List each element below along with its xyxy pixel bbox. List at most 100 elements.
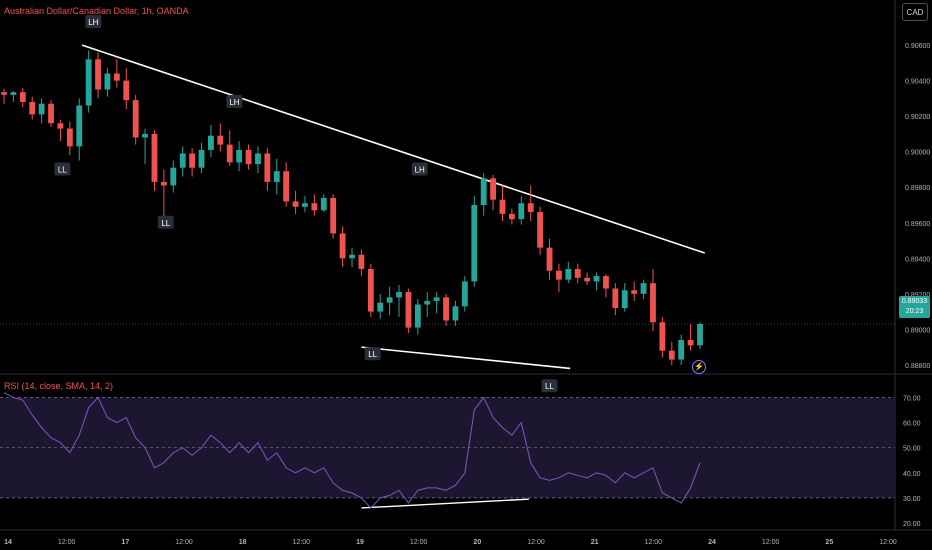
pattern-label-box xyxy=(364,347,381,361)
rsi-tick-label: 70.00 xyxy=(903,396,921,403)
rsi-tick-label: 50.00 xyxy=(903,446,921,453)
candle-body xyxy=(264,153,271,182)
time-tick-label: 17 xyxy=(121,539,129,546)
candle-body xyxy=(151,133,158,182)
candle-body xyxy=(160,181,167,186)
price-tick-label: 0.89800 xyxy=(905,185,930,192)
candle-body xyxy=(612,288,619,309)
time-tick-label: 18 xyxy=(239,539,247,546)
candle-body xyxy=(95,59,101,90)
time-tick-label: 12:00 xyxy=(175,539,193,546)
candle-body xyxy=(499,199,506,214)
candle-body xyxy=(311,203,318,211)
pattern-label-box xyxy=(541,379,558,393)
candle-body xyxy=(584,277,591,282)
time-tick-label: 12:00 xyxy=(293,539,311,546)
candle-body xyxy=(104,73,111,90)
lightning-icon[interactable]: ⚡ xyxy=(692,360,706,374)
candle-body xyxy=(659,322,666,351)
candle-body xyxy=(367,268,374,312)
candle-body xyxy=(48,103,54,124)
candle-body xyxy=(85,59,92,106)
symbol-title[interactable]: Australian Dollar/Canadian Dollar, 1h, O… xyxy=(4,6,189,16)
candle-body xyxy=(57,123,64,129)
candle-body xyxy=(189,153,196,168)
candle-body xyxy=(668,350,675,360)
time-tick-label: 12:00 xyxy=(410,539,428,546)
rsi-trendline xyxy=(361,498,529,509)
candle-body xyxy=(339,233,346,259)
price-trendline xyxy=(81,44,705,254)
pattern-label-text: LH xyxy=(229,98,239,107)
candle-body xyxy=(405,292,412,328)
pattern-label-box xyxy=(54,162,71,176)
candle-body xyxy=(142,133,148,138)
price-axis[interactable]: 0.90600 0.90400 0.90200 0.90000 0.89800 0.896… xyxy=(903,43,930,528)
candle-body xyxy=(386,297,393,303)
candle-body xyxy=(113,73,120,81)
time-tick-label: 12:00 xyxy=(527,539,545,546)
candle-body xyxy=(433,297,440,301)
candle-body xyxy=(621,290,628,309)
candle-body xyxy=(518,203,525,220)
candle-body xyxy=(1,92,7,95)
pattern-labels: LH LL LH LL LH LL LL xyxy=(54,15,558,393)
candle-body xyxy=(358,254,365,269)
time-tick-label: 24 xyxy=(708,539,716,546)
price-tick-label: 0.89600 xyxy=(905,221,930,228)
rsi-line xyxy=(3,392,701,509)
pattern-label-box xyxy=(226,94,243,108)
pattern-label: LH xyxy=(226,94,243,108)
candle-body xyxy=(19,92,26,102)
candle-body xyxy=(640,283,647,294)
candle-body xyxy=(236,149,243,163)
candle-body xyxy=(170,167,177,186)
rsi-tick-label: 30.00 xyxy=(903,496,921,503)
pattern-label-box xyxy=(411,162,428,176)
bar-countdown: 20:23 xyxy=(905,308,924,315)
time-tick-label: 12:00 xyxy=(879,539,897,546)
candle-body xyxy=(396,292,402,298)
pattern-label-text: LL xyxy=(545,382,554,391)
candle-body xyxy=(574,268,581,278)
candle-body xyxy=(283,171,290,202)
candle-body xyxy=(631,290,638,294)
price-tick-label: 0.88800 xyxy=(905,363,930,370)
currency-button[interactable]: CAD xyxy=(902,3,928,21)
candles xyxy=(1,50,703,365)
candle-body xyxy=(330,197,337,234)
time-tick-label: 20 xyxy=(473,539,481,546)
time-tick-label: 12:00 xyxy=(645,539,663,546)
rsi-tick-label: 40.00 xyxy=(903,471,921,478)
time-tick-label: 21 xyxy=(591,539,599,546)
grid xyxy=(0,0,932,531)
time-tick-label: 12:00 xyxy=(58,539,76,546)
pattern-label: LH xyxy=(85,15,102,28)
rsi-title[interactable]: RSI (14, close, SMA, 14, 2) xyxy=(4,381,114,391)
time-tick-label: 12:00 xyxy=(762,539,780,546)
price-tick-label: 0.90200 xyxy=(905,114,930,121)
candle-body xyxy=(414,304,421,328)
pattern-label-text: LL xyxy=(368,350,377,359)
candle-body xyxy=(377,302,384,312)
price-tick-label: 0.90600 xyxy=(905,43,930,50)
pattern-label-text: LH xyxy=(88,18,98,27)
candle-body xyxy=(132,100,139,138)
candle-body xyxy=(678,340,685,360)
candle-body xyxy=(29,101,36,115)
trendlines[interactable] xyxy=(81,44,705,509)
price-tick-label: 0.89000 xyxy=(905,327,930,334)
candle-body xyxy=(593,276,600,282)
candle-body xyxy=(76,105,83,147)
candle-body xyxy=(424,300,431,305)
pattern-label: LL xyxy=(541,379,558,393)
candle-body xyxy=(565,268,572,280)
rsi-bands xyxy=(0,397,895,499)
current-price-value: 0.89033 xyxy=(901,298,928,305)
rsi-tick-label: 20.00 xyxy=(903,521,921,528)
candle-body xyxy=(697,324,703,346)
time-axis[interactable]: 14 12:00 17 12:00 18 12:00 19 12:00 20 12:00 21 12:… xyxy=(4,539,897,546)
candle-body xyxy=(687,340,694,346)
candle-body xyxy=(255,153,261,165)
